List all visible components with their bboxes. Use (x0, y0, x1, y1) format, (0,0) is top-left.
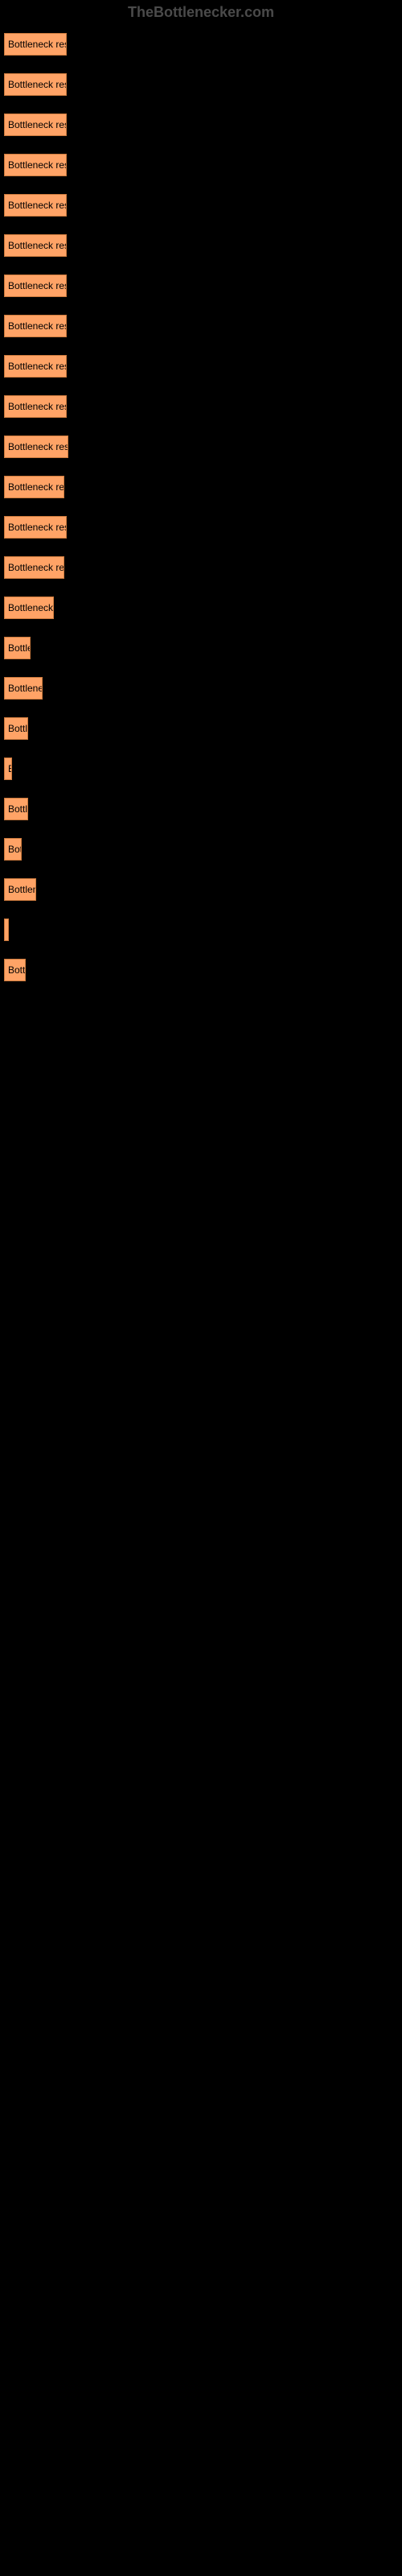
bar-label: Bottleneck resul (8, 562, 64, 573)
bar-label: Bottlene (8, 884, 35, 895)
bar-label: Bottleneck r (8, 602, 53, 613)
bar-row: Bottleneck resul (4, 556, 398, 579)
bar: B (4, 758, 12, 780)
bar-label: Bottleneck result (8, 320, 66, 332)
bar-row: Bottlene (4, 878, 398, 901)
bar-row: Bottleneck result (4, 395, 398, 418)
bar-row: Bottl (4, 959, 398, 981)
header: TheBottlenecker.com (0, 0, 402, 25)
bar-label: Bottleneck result (8, 159, 66, 171)
bar: Bottleneck resul (4, 476, 64, 498)
bar-label: Bottleneck result (8, 441, 68, 452)
site-title: TheBottlenecker.com (128, 4, 274, 20)
bar: Bottleneck result (4, 194, 67, 217)
bar-row: Bottleneck result (4, 315, 398, 337)
bar: Bottleneck result (4, 234, 67, 257)
bar-label: Bot (8, 844, 21, 855)
bar (4, 919, 9, 941)
bar: Bottleneck result (4, 516, 67, 539)
bar: Bottleneck result (4, 154, 67, 176)
bar-row: Bottle (4, 798, 398, 820)
bar-row: Bottleneck r (4, 597, 398, 619)
bar-label: Bottl (8, 964, 25, 976)
bar: Bottleneck result (4, 436, 68, 458)
bar-label: B (8, 763, 11, 774)
bar: Bottle (4, 717, 28, 740)
bar-label: Bottle (8, 723, 27, 734)
bar: Bottleneck r (4, 597, 54, 619)
bar: Bottleneck result (4, 315, 67, 337)
bar: Bot (4, 838, 22, 861)
bar-row: Bottle (4, 717, 398, 740)
bar-label: Bottleneck result (8, 119, 66, 130)
bar-row: Bottleneck result (4, 114, 398, 136)
bar-row: Bottleneck result (4, 355, 398, 378)
bar-row: B (4, 758, 398, 780)
bar: Bottlene (4, 878, 36, 901)
bar: Bottleneck result (4, 275, 67, 297)
bar: Bottleneck result (4, 395, 67, 418)
bar: Bottl (4, 959, 26, 981)
bar-label: Bottleneck result (8, 522, 66, 533)
bar-label: Bottleneck result (8, 280, 66, 291)
bar-label: Bottleneck result (8, 240, 66, 251)
bar: Bottleneck result (4, 73, 67, 96)
bar: Bottle (4, 798, 28, 820)
bar-row: Bottleneck (4, 677, 398, 700)
bar-label: Bottleneck (8, 683, 42, 694)
bar-row: Bottleneck result (4, 436, 398, 458)
bar-row: Bottleneck result (4, 194, 398, 217)
bar-row: Bottleneck resul (4, 476, 398, 498)
bar: Bottler (4, 637, 31, 659)
bar-label: Bottleneck result (8, 39, 66, 50)
bar-row: Bottleneck result (4, 154, 398, 176)
bar: Bottleneck result (4, 114, 67, 136)
bar-label: Bottleneck result (8, 401, 66, 412)
bar-row: Bottleneck result (4, 234, 398, 257)
bar: Bottleneck (4, 677, 43, 700)
bar-row: Bottler (4, 637, 398, 659)
bar: Bottleneck resul (4, 556, 64, 579)
bar-chart: Bottleneck result Bottleneck result Bottle… (0, 25, 402, 1007)
bar: Bottleneck result (4, 33, 67, 56)
bar-label: Bottleneck resul (8, 481, 64, 493)
bar-row: Bottleneck result (4, 275, 398, 297)
bar-row: Bot (4, 838, 398, 861)
bar-label: Bottle (8, 803, 27, 815)
bar-label: Bottleneck result (8, 79, 66, 90)
bar-row: Bottleneck result (4, 73, 398, 96)
bar-row: Bottleneck result (4, 33, 398, 56)
bar-row: Bottleneck result (4, 516, 398, 539)
bar-label: Bottleneck result (8, 200, 66, 211)
bar-label: Bottleneck result (8, 361, 66, 372)
bar-row (4, 919, 398, 941)
bar-label: Bottler (8, 642, 30, 654)
bar: Bottleneck result (4, 355, 67, 378)
